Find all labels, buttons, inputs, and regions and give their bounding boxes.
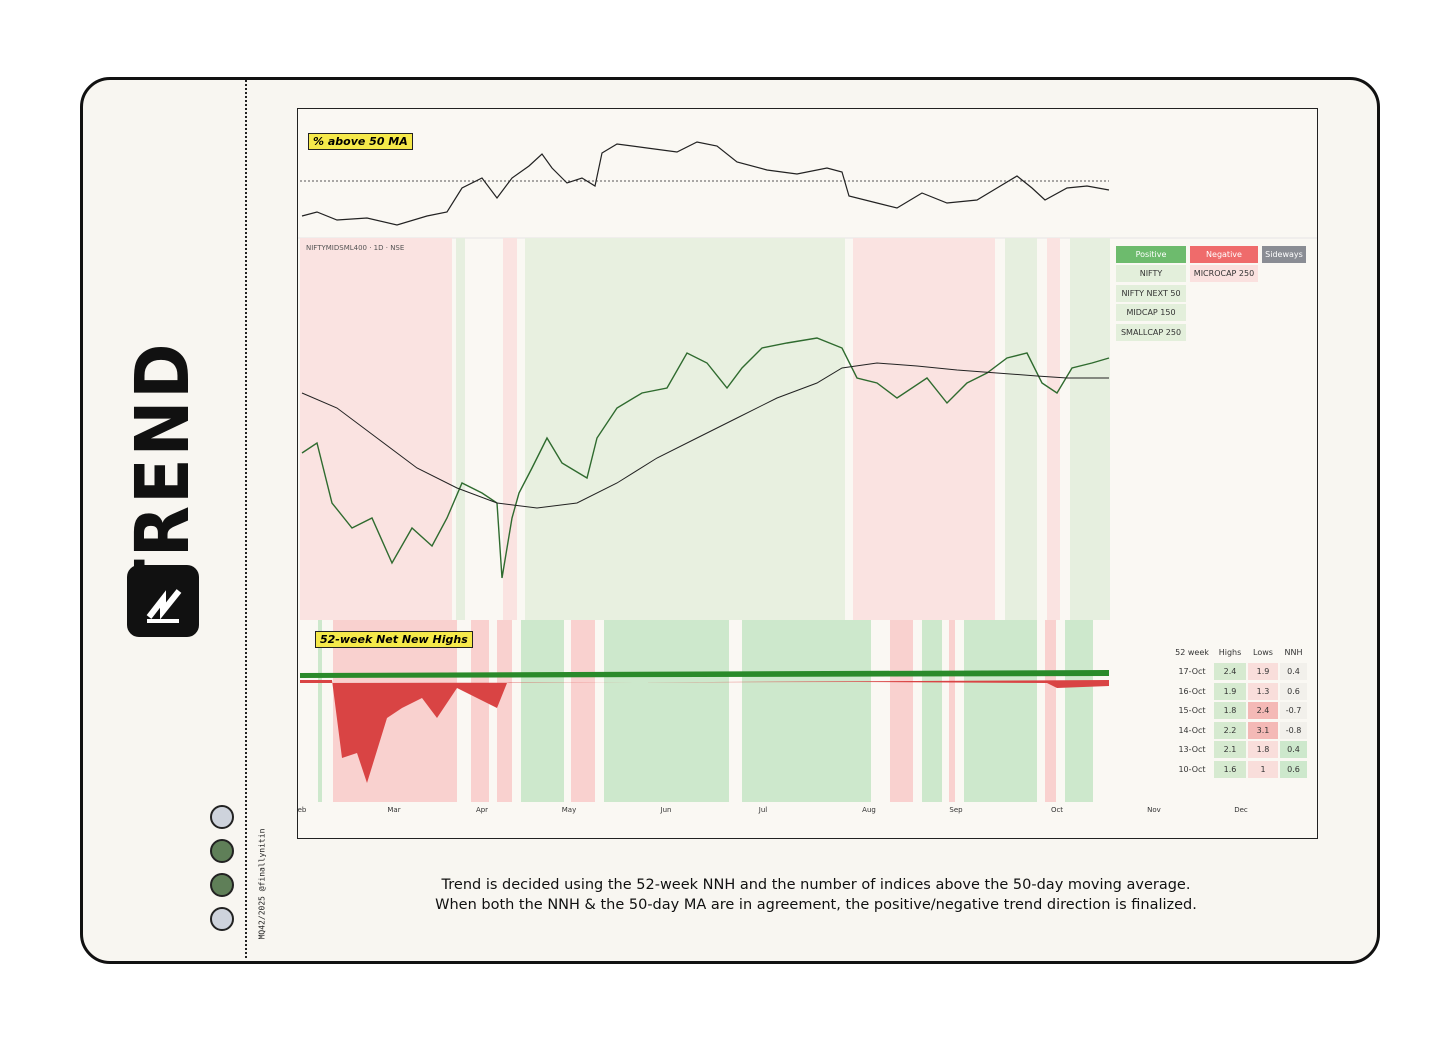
month-label: Aug [862, 806, 876, 814]
nnh-header: 52 week [1175, 648, 1209, 657]
caption: Trend is decided using the 52-week NNH a… [441, 877, 1191, 893]
nnh-cell: 1.9 [1214, 682, 1246, 700]
nnh-cell: 15-Oct [1178, 706, 1206, 715]
nnh-header: NNH [1284, 648, 1303, 657]
month-label: Apr [475, 806, 489, 814]
nnh-cell: 2.1 [1214, 741, 1246, 758]
breadth-label: % above 50 MA [308, 133, 413, 150]
chart-frame [297, 108, 1318, 839]
index-name: NIFTY [1116, 265, 1186, 282]
nnh-cell: 1.3 [1248, 682, 1278, 700]
nnh-cell: 0.6 [1280, 682, 1307, 700]
nnh-cell: 1.9 [1248, 663, 1278, 680]
month-label: eb [297, 806, 307, 814]
nnh-highs [300, 670, 1109, 678]
caption: When both the NNH & the 50-day MA are in… [435, 897, 1197, 913]
nnh-cell: 0.4 [1280, 741, 1307, 758]
index-name: SMALLCAP 250 [1116, 323, 1186, 341]
status-dots [210, 805, 234, 931]
breadth-line [301, 141, 1110, 226]
month-label: Mar [387, 806, 401, 814]
credit: MQ42/2025 @finallynitin [257, 828, 267, 940]
nnh-cell: 1.8 [1248, 741, 1278, 758]
nnh-cell: -0.8 [1280, 721, 1307, 739]
index-name: MIDCAP 150 [1116, 304, 1186, 321]
nnh-cell: 1.6 [1214, 760, 1246, 778]
nnh-header: Lows [1253, 648, 1273, 657]
logo [127, 565, 199, 637]
status-header: Positive [1116, 246, 1186, 263]
price-line [301, 337, 1110, 579]
nnh-cell: 2.4 [1248, 702, 1278, 719]
status-header: Negative [1190, 246, 1258, 263]
nnh-cell: 10-Oct [1178, 764, 1206, 774]
month-label: Oct [1050, 806, 1064, 814]
trend-bands [300, 238, 1110, 620]
nnh-cell: 17-Oct [1178, 667, 1206, 676]
nnh-cell: 13-Oct [1178, 745, 1206, 754]
nnh-cell: 2.4 [1214, 663, 1246, 680]
nnh-cell: 2.2 [1214, 721, 1246, 739]
month-label: Jun [660, 806, 672, 814]
month-label: May [561, 806, 577, 814]
symbol: NIFTYMIDSML400 · 1D · NSE [306, 244, 405, 252]
month-label: Jul [758, 806, 768, 814]
index-name: MICROCAP 250 [1190, 265, 1258, 282]
nnh-cell: 3.1 [1248, 721, 1278, 739]
month-label: Nov [1147, 806, 1161, 814]
nnh-cell: 0.4 [1280, 663, 1307, 680]
nnh-bands [318, 620, 1093, 802]
nnh-cell: 16-Oct [1178, 686, 1206, 696]
nnh-label: 52-week Net New Highs [315, 631, 473, 648]
nnh-cell: 1.8 [1214, 702, 1246, 719]
divider [245, 80, 247, 958]
month-label: Dec [1234, 806, 1248, 814]
nnh-header: Highs [1218, 648, 1242, 657]
nnh-lows [300, 680, 1109, 783]
index-name: NIFTY NEXT 50 [1116, 284, 1186, 302]
status-header: Sideways [1262, 246, 1306, 263]
nnh-cell: -0.7 [1280, 702, 1307, 719]
moving-average [301, 362, 1109, 509]
nnh-cell: 0.6 [1280, 760, 1307, 778]
nnh-cell: 14-Oct [1178, 725, 1206, 735]
nnh-cell: 1 [1248, 760, 1278, 778]
month-label: Sep [949, 806, 963, 814]
